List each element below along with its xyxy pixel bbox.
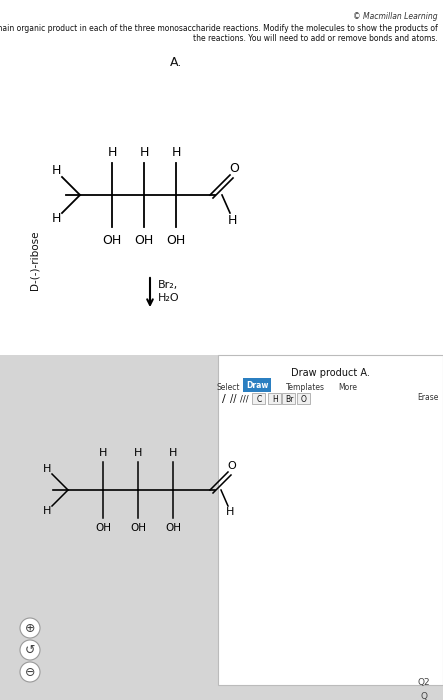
Bar xyxy=(268,393,281,404)
Text: Erase: Erase xyxy=(417,393,439,402)
Text: Q2: Q2 xyxy=(418,678,430,687)
Text: Predict the main organic product in each of the three monosaccharide reactions. : Predict the main organic product in each… xyxy=(0,24,438,33)
Text: H: H xyxy=(51,164,61,178)
Text: ///: /// xyxy=(240,395,249,403)
Bar xyxy=(252,393,265,404)
Bar xyxy=(0,355,220,700)
Circle shape xyxy=(20,662,40,682)
Text: //: // xyxy=(230,394,236,404)
Text: H: H xyxy=(227,214,237,228)
Text: Q: Q xyxy=(420,692,427,700)
Text: H: H xyxy=(272,395,278,403)
Text: Draw product A.: Draw product A. xyxy=(291,368,369,378)
Text: ⊖: ⊖ xyxy=(25,666,35,678)
Text: Br₂,: Br₂, xyxy=(158,280,178,290)
Text: H: H xyxy=(43,506,51,516)
Text: OH: OH xyxy=(102,234,122,246)
Text: ↺: ↺ xyxy=(25,643,35,657)
Text: A.: A. xyxy=(170,56,182,69)
Text: More: More xyxy=(338,384,358,393)
Text: C: C xyxy=(256,395,262,403)
Bar xyxy=(218,355,443,685)
Text: H: H xyxy=(51,213,61,225)
Text: H₂O: H₂O xyxy=(158,293,179,303)
Text: © Macmillan Learning: © Macmillan Learning xyxy=(354,12,438,21)
Bar xyxy=(282,393,295,404)
Text: H: H xyxy=(139,146,149,160)
Text: /: / xyxy=(222,394,226,404)
Text: H: H xyxy=(171,146,181,160)
Text: H: H xyxy=(134,448,142,458)
Bar xyxy=(243,378,271,392)
Bar xyxy=(297,393,310,404)
Text: H: H xyxy=(43,464,51,474)
Bar xyxy=(0,0,443,370)
Text: Templates: Templates xyxy=(285,384,325,393)
Text: OH: OH xyxy=(95,523,111,533)
Text: OH: OH xyxy=(130,523,146,533)
Text: D-(-)-ribose: D-(-)-ribose xyxy=(30,230,40,290)
Text: H: H xyxy=(99,448,107,458)
Circle shape xyxy=(20,618,40,638)
Text: O: O xyxy=(301,395,307,403)
Text: OH: OH xyxy=(134,234,154,246)
Circle shape xyxy=(20,640,40,660)
Text: the reactions. You will need to add or remove bonds and atoms.: the reactions. You will need to add or r… xyxy=(193,34,438,43)
Text: Select: Select xyxy=(216,384,240,393)
Text: H: H xyxy=(226,507,234,517)
Text: O: O xyxy=(229,162,239,174)
Text: Draw: Draw xyxy=(246,382,268,391)
Text: O: O xyxy=(228,461,237,471)
Text: OH: OH xyxy=(165,523,181,533)
Text: Br: Br xyxy=(285,395,293,403)
Text: H: H xyxy=(169,448,177,458)
Text: H: H xyxy=(107,146,117,160)
Text: ⊕: ⊕ xyxy=(25,622,35,634)
Text: OH: OH xyxy=(167,234,186,246)
